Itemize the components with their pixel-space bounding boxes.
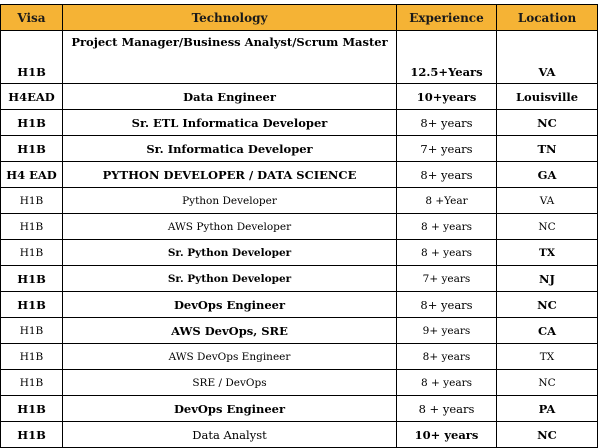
experience-cell: 8 + years <box>396 213 497 240</box>
visa-cell: H1B <box>0 291 63 318</box>
technology-cell: SRE / DevOps <box>62 369 397 396</box>
table-row: H1B Sr. Python Developer 8 + years TX <box>0 239 598 266</box>
technology-cell: Sr. Python Developer <box>62 265 397 292</box>
technology-cell: Data Engineer <box>62 83 397 110</box>
technology-cell: Data Analyst <box>62 421 397 448</box>
table-row: H1B Project Manager/Business Analyst/Scr… <box>0 30 598 84</box>
location-cell: Louisville <box>496 83 598 110</box>
visa-cell: H1B <box>0 109 63 136</box>
table-header-row: Visa Technology Experience Location <box>0 4 598 31</box>
experience-cell: 8 + years <box>396 369 497 396</box>
location-cell: NC <box>496 421 598 448</box>
visa-cell: H1B <box>0 30 63 84</box>
table-row: H1B DevOps Engineer 8+ years NC <box>0 291 598 318</box>
technology-cell: DevOps Engineer <box>62 291 397 318</box>
location-cell: NC <box>496 213 598 240</box>
experience-cell: 8+ years <box>396 343 497 370</box>
visa-cell: H1B <box>0 395 63 422</box>
experience-cell: 12.5+Years <box>396 30 497 84</box>
location-cell: TX <box>496 239 598 266</box>
technology-cell: Sr. Python Developer <box>62 239 397 266</box>
visa-cell: H1B <box>0 369 63 396</box>
table-row: H1B AWS Python Developer 8 + years NC <box>0 213 598 240</box>
experience-cell: 8+ years <box>396 291 497 318</box>
visa-cell: H1B <box>0 317 63 344</box>
visa-cell: H1B <box>0 421 63 448</box>
visa-cell: H1B <box>0 135 63 162</box>
technology-cell: AWS DevOps Engineer <box>62 343 397 370</box>
header-experience: Experience <box>396 4 497 31</box>
location-cell: GA <box>496 161 598 188</box>
table-row: H1B SRE / DevOps 8 + years NC <box>0 369 598 396</box>
header-location: Location <box>496 4 598 31</box>
location-cell: TN <box>496 135 598 162</box>
technology-cell: AWS DevOps, SRE <box>62 317 397 344</box>
visa-cell: H1B <box>0 213 63 240</box>
experience-cell: 8 + years <box>396 239 497 266</box>
location-cell: NJ <box>496 265 598 292</box>
experience-cell: 8+ years <box>396 109 497 136</box>
technology-cell: Project Manager/Business Analyst/Scrum M… <box>62 30 397 84</box>
experience-cell: 10+years <box>396 83 497 110</box>
table-row: H1B Python Developer 8 +Year VA <box>0 187 598 214</box>
experience-cell: 8+ years <box>396 161 497 188</box>
visa-cell: H4EAD <box>0 83 63 110</box>
experience-cell: 9+ years <box>396 317 497 344</box>
experience-cell: 7+ years <box>396 135 497 162</box>
technology-cell: Sr. Informatica Developer <box>62 135 397 162</box>
table-row: H1B Sr. ETL Informatica Developer 8+ yea… <box>0 109 598 136</box>
table-row: H4EAD Data Engineer 10+years Louisville <box>0 83 598 110</box>
table-row: H1B Data Analyst 10+ years NC <box>0 421 598 448</box>
visa-cell: H1B <box>0 187 63 214</box>
experience-cell: 8 + years <box>396 395 497 422</box>
visa-cell: H1B <box>0 343 63 370</box>
location-cell: NC <box>496 109 598 136</box>
table-row: H4 EAD PYTHON DEVELOPER / DATA SCIENCE 8… <box>0 161 598 188</box>
visa-cell: H1B <box>0 239 63 266</box>
table-row: H1B DevOps Engineer 8 + years PA <box>0 395 598 422</box>
location-cell: VA <box>496 30 598 84</box>
technology-cell: PYTHON DEVELOPER / DATA SCIENCE <box>62 161 397 188</box>
location-cell: CA <box>496 317 598 344</box>
table-row: H1B AWS DevOps, SRE 9+ years CA <box>0 317 598 344</box>
experience-cell: 8 +Year <box>396 187 497 214</box>
location-cell: NC <box>496 291 598 318</box>
location-cell: NC <box>496 369 598 396</box>
table-row: H1B Sr. Informatica Developer 7+ years T… <box>0 135 598 162</box>
technology-cell: Python Developer <box>62 187 397 214</box>
candidates-table: Visa Technology Experience Location H1B … <box>0 4 598 448</box>
header-visa: Visa <box>0 4 63 31</box>
technology-cell: AWS Python Developer <box>62 213 397 240</box>
table-row: H1B Sr. Python Developer 7+ years NJ <box>0 265 598 292</box>
experience-cell: 10+ years <box>396 421 497 448</box>
location-cell: TX <box>496 343 598 370</box>
technology-cell: Sr. ETL Informatica Developer <box>62 109 397 136</box>
table-row: H1B AWS DevOps Engineer 8+ years TX <box>0 343 598 370</box>
visa-cell: H1B <box>0 265 63 292</box>
location-cell: PA <box>496 395 598 422</box>
experience-cell: 7+ years <box>396 265 497 292</box>
technology-cell: DevOps Engineer <box>62 395 397 422</box>
visa-cell: H4 EAD <box>0 161 63 188</box>
location-cell: VA <box>496 187 598 214</box>
header-technology: Technology <box>62 4 397 31</box>
